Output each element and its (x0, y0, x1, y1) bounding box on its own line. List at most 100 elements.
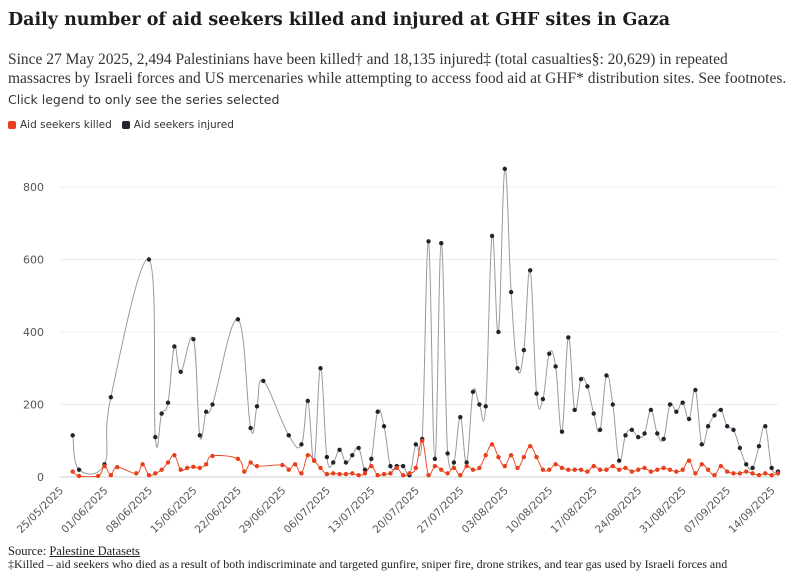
point-killed (712, 472, 717, 478)
point-killed (407, 471, 412, 476)
point-injured (655, 431, 660, 436)
point-injured (458, 414, 463, 420)
point-injured (604, 373, 609, 378)
point-killed (108, 472, 114, 478)
point-killed (445, 471, 450, 476)
legend-item-injured[interactable]: Aid seekers injured (121, 119, 234, 131)
point-injured (623, 433, 628, 438)
point-killed (534, 454, 539, 460)
x-tick-label: 10/08/2025 (504, 485, 555, 536)
point-injured (578, 376, 584, 382)
point-injured (400, 463, 406, 469)
chart-title: Daily number of aid seekers killed and i… (8, 10, 671, 30)
point-killed (769, 472, 774, 478)
point-injured (305, 398, 311, 404)
point-killed (699, 462, 704, 467)
point-injured (737, 445, 743, 451)
y-tick-label: 400 (23, 326, 44, 339)
point-killed (203, 462, 209, 467)
point-injured (318, 366, 323, 371)
legend-item-killed[interactable]: Aid seekers killed (8, 119, 112, 131)
point-killed (477, 465, 482, 471)
point-injured (381, 424, 387, 429)
point-killed (362, 471, 368, 476)
point-injured (680, 400, 685, 405)
point-killed (70, 469, 75, 474)
x-tick-label: 29/06/2025 (237, 485, 288, 536)
point-killed (559, 465, 565, 471)
x-tick-label: 01/06/2025 (59, 485, 110, 536)
point-injured (337, 447, 342, 453)
point-killed (458, 472, 463, 478)
point-injured (432, 456, 438, 462)
point-killed (648, 469, 654, 474)
point-injured (108, 395, 114, 400)
point-killed (305, 453, 311, 458)
point-injured (477, 402, 482, 407)
point-killed (667, 467, 673, 472)
point-injured (763, 424, 768, 429)
point-killed (566, 467, 571, 472)
point-killed (674, 469, 679, 474)
point-injured (210, 402, 215, 407)
point-injured (172, 344, 177, 349)
point-killed (629, 469, 635, 474)
point-injured (464, 460, 469, 465)
point-killed (381, 471, 387, 477)
point-killed (527, 443, 533, 449)
point-killed (400, 472, 406, 478)
point-killed (432, 463, 438, 469)
point-killed (419, 438, 425, 443)
point-injured (362, 467, 368, 472)
point-injured (553, 364, 558, 369)
point-killed (744, 469, 749, 474)
point-injured (178, 369, 183, 375)
point-killed (280, 462, 285, 468)
point-killed (146, 472, 152, 478)
point-injured (527, 268, 533, 273)
point-killed (324, 471, 330, 477)
point-killed (242, 469, 247, 474)
point-killed (597, 467, 603, 472)
x-tick-label: 08/06/2025 (104, 485, 155, 536)
source-link[interactable]: Palestine Datasets (49, 544, 140, 558)
point-injured (375, 409, 380, 414)
point-injured (610, 402, 615, 407)
x-tick-label: 22/06/2025 (193, 485, 244, 536)
point-killed (95, 473, 101, 479)
point-killed (439, 467, 444, 472)
point-killed (775, 471, 781, 476)
x-tick-label: 07/09/2025 (682, 485, 733, 536)
point-injured (254, 404, 260, 409)
point-injured (439, 240, 444, 246)
point-killed (610, 463, 615, 469)
legend-swatch-injured (121, 121, 130, 129)
x-tick-label: 14/09/2025 (726, 485, 777, 536)
point-injured (559, 429, 565, 434)
point-injured (413, 442, 419, 447)
point-injured (642, 431, 647, 436)
point-injured (636, 434, 641, 440)
point-injured (616, 458, 622, 463)
point-injured (451, 460, 457, 465)
y-tick-label: 800 (23, 181, 44, 194)
point-killed (235, 456, 241, 462)
x-tick-label: 06/07/2025 (282, 485, 333, 536)
point-killed (655, 467, 660, 472)
point-killed (724, 469, 730, 474)
point-injured (191, 337, 196, 342)
point-injured (502, 166, 507, 172)
point-injured (496, 329, 501, 335)
point-killed (578, 467, 584, 472)
point-injured (731, 427, 736, 433)
point-killed (680, 467, 685, 472)
point-killed (642, 465, 647, 471)
point-injured (686, 416, 692, 422)
point-injured (750, 465, 755, 471)
point-killed (134, 471, 139, 476)
point-killed (337, 471, 342, 477)
point-killed (661, 465, 666, 471)
point-killed (331, 471, 336, 476)
point-injured (521, 347, 527, 353)
point-injured (591, 411, 596, 416)
